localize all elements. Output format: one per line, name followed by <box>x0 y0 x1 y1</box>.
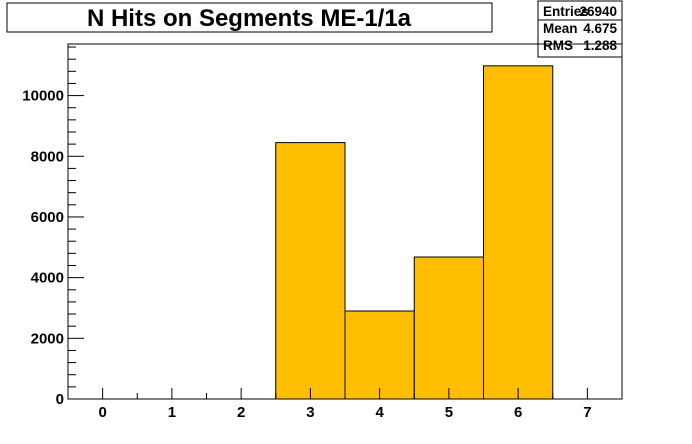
y-tick-label: 6000 <box>31 209 64 226</box>
x-tick-label: 1 <box>168 404 176 421</box>
x-tick-label: 0 <box>98 404 106 421</box>
y-tick-label: 4000 <box>31 270 64 287</box>
histogram-bar-4 <box>344 310 415 400</box>
x-tick-label: 6 <box>514 404 522 421</box>
title-frame <box>6 2 493 33</box>
x-tick-label: 5 <box>445 404 453 421</box>
y-axis: 0 2000 4000 6000 8000 10000 <box>22 46 84 408</box>
stats-label: Mean <box>543 21 578 36</box>
y-tick-label: 10000 <box>22 88 64 105</box>
x-tick-label: 7 <box>583 404 591 421</box>
stats-frame <box>537 0 623 58</box>
stats-value: 26940 <box>579 4 617 19</box>
stats-label: Entries <box>543 4 589 19</box>
y-tick-label: 0 <box>56 391 64 408</box>
x-tick-label: 2 <box>237 404 245 421</box>
bars-layer <box>275 65 554 400</box>
histogram-bar-5 <box>413 256 484 400</box>
x-axis: 0 1 2 3 4 5 6 7 <box>67 388 623 421</box>
chart-title: N Hits on Segments ME-1/1a <box>87 5 412 32</box>
histogram-bar-3 <box>275 142 346 400</box>
stats-label: RMS <box>543 38 573 53</box>
title-box: N Hits on Segments ME-1/1a <box>6 2 493 33</box>
stats-value: 1.288 <box>583 38 617 53</box>
histogram-bar-6 <box>483 65 554 400</box>
y-tick-label: 2000 <box>31 330 64 347</box>
x-tick-label: 3 <box>306 404 314 421</box>
x-tick-label: 4 <box>375 404 384 421</box>
stats-value: 4.675 <box>583 21 617 36</box>
y-tick-label: 8000 <box>31 148 64 165</box>
